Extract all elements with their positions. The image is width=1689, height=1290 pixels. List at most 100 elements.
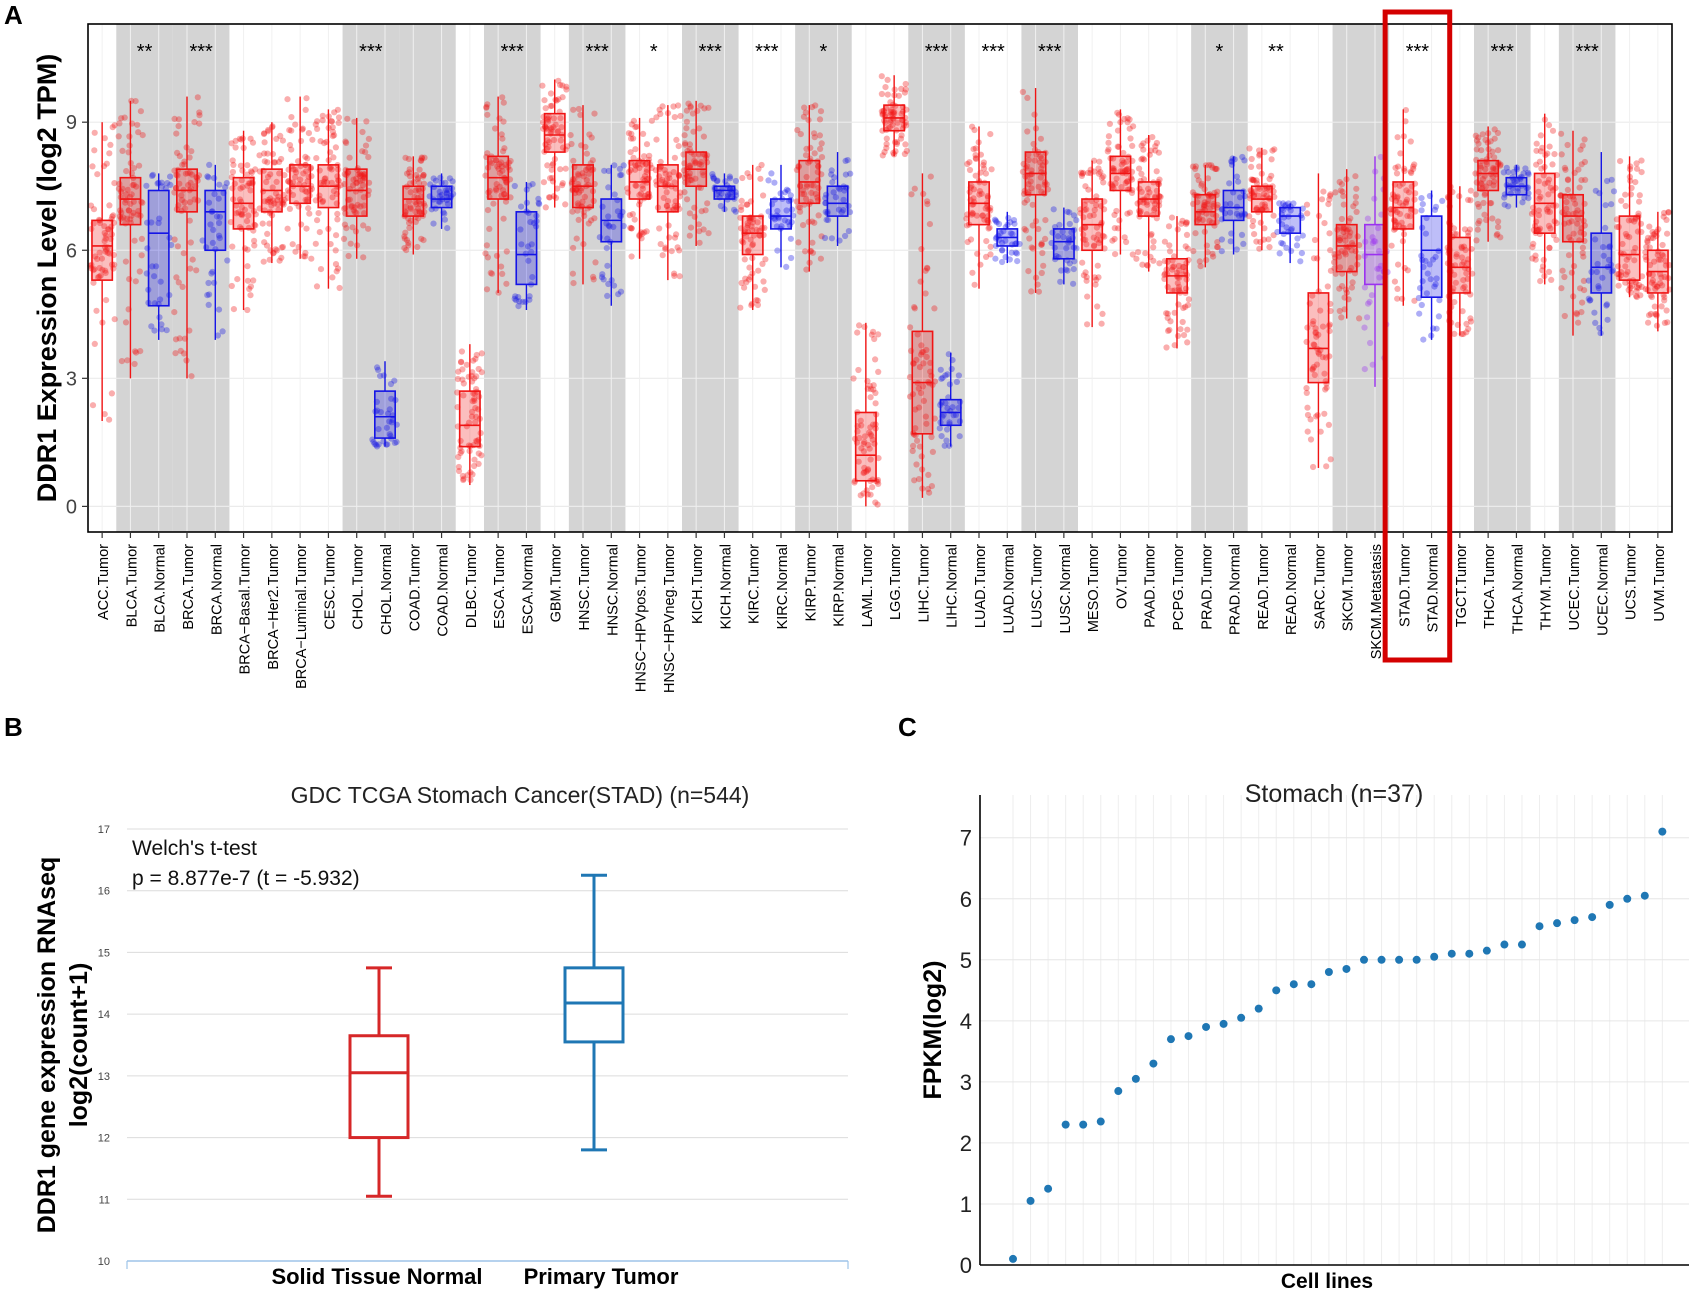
- point-tgct-tumor: [1458, 254, 1466, 261]
- point-ucec-normal: [1593, 268, 1600, 276]
- point-lusc-normal: [1060, 234, 1067, 241]
- point-coad-tumor: [414, 176, 421, 183]
- point-brca-her2-tumor: [261, 150, 268, 157]
- point-prad-normal: [1228, 158, 1235, 165]
- point-sarc-tumor: [1325, 201, 1332, 208]
- point-acc-tumor: [101, 411, 108, 418]
- point-gbm-tumor: [557, 115, 564, 122]
- point-hnsc-hpvpos-tumor: [634, 161, 641, 168]
- point-lusc-tumor: [1025, 151, 1032, 158]
- data-point-25: [1447, 949, 1456, 958]
- point-dlbc-tumor: [466, 419, 473, 426]
- point-dlbc-tumor: [460, 475, 467, 482]
- point-lihc-tumor: [918, 246, 925, 253]
- point-lihc-tumor: [913, 356, 920, 363]
- point-kich-tumor: [682, 141, 689, 148]
- x-tick-label-skcm-metastasis: SKCM.Metastasis: [1369, 544, 1385, 659]
- point-thca-tumor: [1495, 224, 1502, 231]
- point-thym-tumor: [1545, 204, 1552, 211]
- point-esca-normal: [536, 201, 543, 208]
- point-hnsc-hpvpos-tumor: [632, 124, 639, 131]
- point-coad-tumor: [415, 174, 422, 181]
- box-group-dlbc-tumor: [454, 344, 485, 486]
- point-hnsc-normal: [605, 222, 612, 229]
- point-ov-tumor: [1111, 235, 1118, 243]
- point-cesc-tumor: [312, 197, 319, 204]
- point-laml-tumor: [856, 434, 863, 442]
- point-read-tumor: [1260, 190, 1268, 197]
- point-thca-tumor: [1497, 234, 1504, 241]
- point-ucs-tumor: [1636, 282, 1643, 289]
- point-brca-tumor: [181, 161, 188, 168]
- point-kirp-tumor: [802, 248, 809, 255]
- point-hnsc-hpvpos-tumor: [627, 224, 634, 231]
- point-hnsc-tumor: [590, 273, 597, 280]
- point-thca-tumor: [1493, 232, 1500, 239]
- point-brca-tumor: [179, 283, 186, 290]
- point-kirp-tumor: [811, 130, 818, 137]
- point-lihc-normal: [949, 404, 956, 411]
- point-gbm-tumor: [552, 121, 559, 128]
- point-lihc-tumor: [918, 342, 925, 349]
- point-lihc-tumor: [914, 437, 921, 444]
- point-blca-tumor: [125, 207, 132, 214]
- point-brca-luminal-tumor: [284, 194, 291, 201]
- point-thym-tumor: [1533, 147, 1540, 154]
- point-pcpg-tumor: [1169, 264, 1176, 271]
- point-chol-tumor: [352, 228, 360, 235]
- point-luad-tumor: [976, 191, 983, 198]
- point-kich-tumor: [696, 228, 703, 235]
- point-lihc-normal: [953, 378, 961, 385]
- point-thca-tumor: [1490, 182, 1497, 189]
- box-group-lusc-normal: [1048, 206, 1080, 287]
- point-hnsc-hpvpos-tumor: [628, 121, 635, 128]
- point-ucec-tumor: [1570, 263, 1578, 270]
- point-kich-tumor: [697, 102, 704, 109]
- point-gbm-tumor: [557, 81, 564, 89]
- point-dlbc-tumor: [473, 351, 480, 359]
- box-group-lgg-tumor: [878, 73, 910, 159]
- point-kirp-normal: [828, 235, 836, 242]
- point-hnsc-hpvpos-tumor: [640, 130, 647, 137]
- point-paad-tumor: [1151, 206, 1158, 213]
- point-kirp-tumor: [818, 233, 825, 240]
- point-uvm-tumor: [1643, 243, 1650, 251]
- point-acc-tumor: [90, 279, 97, 286]
- point-lihc-tumor: [911, 185, 918, 192]
- point-lusc-tumor: [1038, 165, 1045, 172]
- point-blca-tumor: [131, 237, 138, 244]
- point-esca-tumor: [496, 170, 503, 177]
- point-meso-tumor: [1083, 277, 1090, 284]
- point-blca-normal: [149, 172, 156, 179]
- point-lusc-tumor: [1029, 201, 1036, 208]
- point-kich-tumor: [694, 107, 701, 114]
- shade-band-coad: [399, 24, 456, 532]
- point-thym-tumor: [1545, 191, 1552, 198]
- point-lusc-tumor: [1039, 162, 1046, 169]
- point-blca-tumor: [126, 133, 133, 140]
- point-kich-tumor: [704, 200, 711, 207]
- point-paad-tumor: [1151, 201, 1159, 208]
- point-thym-tumor: [1540, 256, 1547, 263]
- x-tick-label-laml-tumor: LAML.Tumor: [860, 544, 876, 627]
- point-luad-tumor: [970, 195, 977, 202]
- point-hnsc-hpvneg-tumor: [673, 231, 680, 238]
- point-acc-tumor: [107, 141, 114, 148]
- point-brca-luminal-tumor: [289, 191, 297, 199]
- point-brca-basal-tumor: [244, 162, 251, 169]
- box-ucs-tumor: [1618, 215, 1641, 281]
- point-kirc-normal: [783, 186, 791, 193]
- point-brca-basal-tumor: [233, 210, 240, 217]
- point-luad-tumor: [979, 212, 986, 219]
- point-hnsc-hpvneg-tumor: [661, 166, 668, 174]
- significance-hnsc: ***: [585, 41, 609, 63]
- point-chol-tumor: [342, 138, 349, 145]
- point-brca-luminal-tumor: [302, 153, 309, 160]
- point-hnsc-tumor: [577, 111, 584, 118]
- point-read-tumor: [1251, 231, 1258, 238]
- data-point-2: [1044, 1184, 1053, 1193]
- point-tgct-tumor: [1465, 229, 1472, 236]
- point-kirc-tumor: [746, 217, 753, 224]
- point-coad-tumor: [406, 224, 413, 231]
- point-lusc-normal: [1068, 229, 1075, 236]
